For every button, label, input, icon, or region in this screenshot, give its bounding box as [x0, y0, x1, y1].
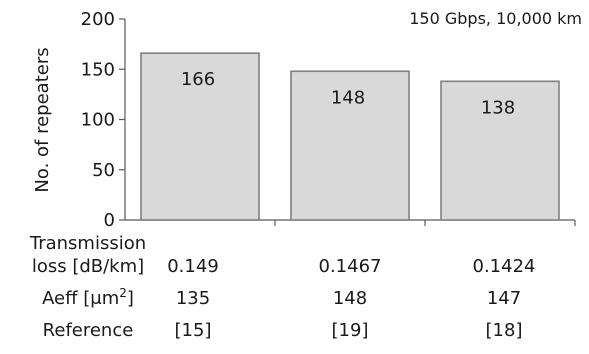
y-axis-ticks: 0 50 100 150 200 — [81, 9, 125, 231]
bar-series — [140, 52, 560, 221]
aeff-label-end: ] — [127, 288, 134, 309]
y-tick-label: 50 — [92, 160, 115, 181]
bar — [440, 80, 560, 221]
transmission-loss-label-line2: loss [dB/km] — [32, 256, 144, 277]
bar — [140, 52, 260, 221]
aeff-label-main: Aeff [μm — [42, 288, 119, 309]
y-tick-label: 0 — [104, 210, 115, 231]
y-tick-label: 200 — [81, 9, 115, 30]
bar-data-labels: 166 148 138 — [181, 69, 515, 118]
aeff-value: 148 — [333, 288, 367, 309]
reference-value: [15] — [175, 320, 212, 341]
y-tick-label: 100 — [81, 110, 115, 131]
aeff-value: 147 — [487, 288, 521, 309]
transmission-loss-value: 0.149 — [167, 256, 219, 277]
y-tick-label: 150 — [81, 59, 115, 80]
transmission-loss-value: 0.1467 — [319, 256, 382, 277]
transmission-loss-label-line1: Transmission — [29, 233, 146, 254]
reference-label: Reference — [43, 320, 134, 341]
aeff-label: Aeff [μm2] — [42, 286, 134, 309]
parameter-table: Transmission loss [dB/km] 0.149 0.1467 0… — [29, 233, 536, 341]
x-axis-ticks — [274, 220, 576, 226]
reference-value: [19] — [332, 320, 369, 341]
transmission-loss-value: 0.1424 — [473, 256, 536, 277]
bar-value-label: 148 — [331, 87, 365, 108]
bar — [290, 70, 410, 221]
chart-annotation: 150 Gbps, 10,000 km — [409, 9, 582, 28]
aeff-label-superscript: 2 — [119, 286, 127, 300]
aeff-value: 135 — [176, 288, 210, 309]
reference-value: [18] — [486, 320, 523, 341]
bar-value-label: 138 — [481, 97, 515, 118]
y-axis-label: No. of repeaters — [32, 47, 53, 192]
bar-value-label: 166 — [181, 69, 215, 90]
